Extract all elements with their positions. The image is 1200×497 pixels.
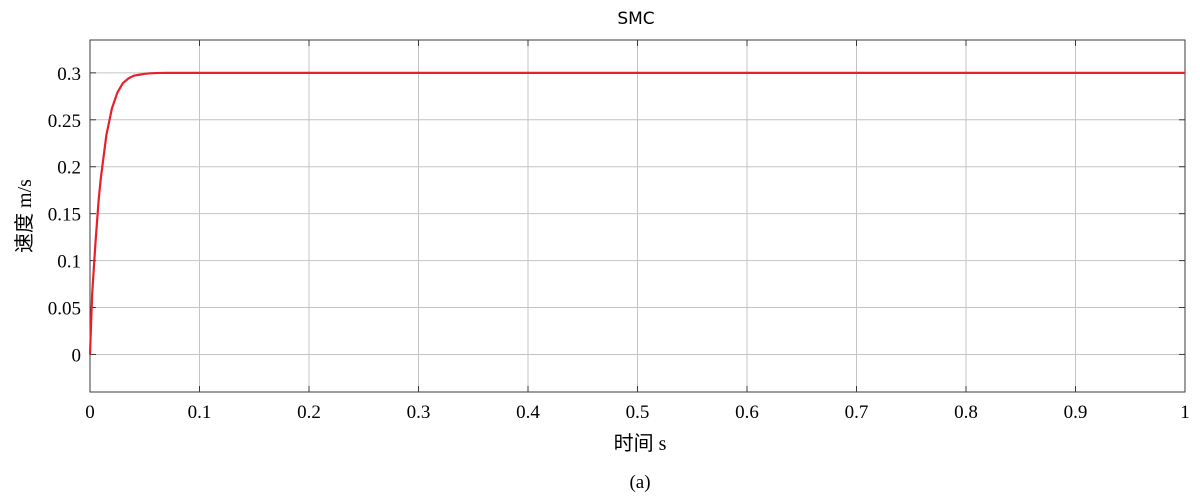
x-tick-label: 1 <box>1180 402 1190 423</box>
y-tick-label: 0.3 <box>57 64 81 85</box>
y-axis: 0 0.05 0.1 0.15 0.2 0.25 0.3 <box>48 64 1185 366</box>
x-tick-label: 0 <box>85 402 95 423</box>
x-tick-label: 0.6 <box>735 402 759 423</box>
figure-caption: (a) <box>629 472 650 493</box>
chart-title: SMC <box>617 9 654 29</box>
y-tick-label: 0.05 <box>48 299 81 320</box>
x-tick-label: 0.5 <box>626 402 650 423</box>
series-line-0 <box>88 71 1185 355</box>
y-tick-label: 0.25 <box>48 111 81 132</box>
y-tick-label: 0 <box>72 345 82 366</box>
x-axis-label: 时间 s <box>614 432 667 455</box>
grid <box>90 40 1185 392</box>
y-tick-label: 0.1 <box>57 252 81 273</box>
y-tick-label: 0.15 <box>48 205 81 226</box>
x-tick-label: 0.4 <box>516 402 540 423</box>
series-layer <box>88 71 1185 355</box>
x-tick-label: 0.1 <box>188 402 212 423</box>
y-axis-label: 速度 m/s <box>13 179 36 253</box>
x-tick-label: 0.8 <box>954 402 978 423</box>
x-tick-label: 0.7 <box>845 402 869 423</box>
x-tick-label: 0.3 <box>407 402 431 423</box>
y-tick-label: 0.2 <box>57 158 81 179</box>
x-tick-label: 0.2 <box>297 402 321 423</box>
x-axis: 0 0.1 0.2 0.3 0.4 0.5 0.6 0.7 0.8 0.9 1 <box>85 40 1190 423</box>
x-tick-label: 0.9 <box>1064 402 1088 423</box>
